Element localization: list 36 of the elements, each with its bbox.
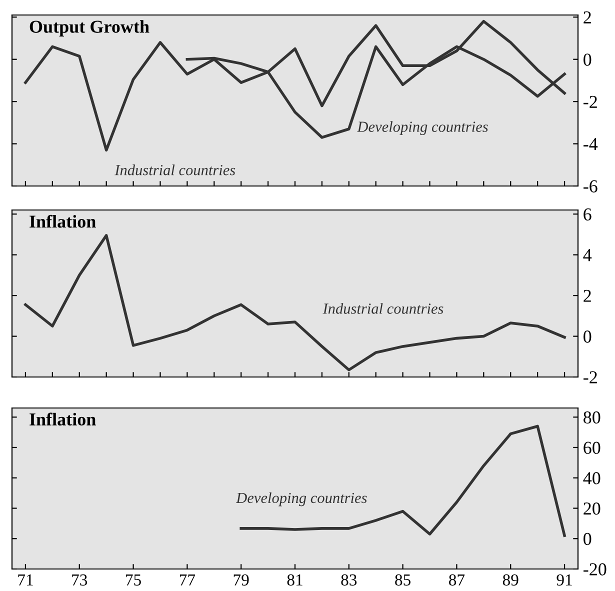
x-tick-label: 71	[18, 574, 33, 586]
x-tick-label: 75	[126, 574, 141, 586]
line-series	[24, 234, 566, 372]
annotation: Developing countries	[236, 492, 367, 506]
annotation: Industrial countries	[322, 303, 444, 314]
chart-title: Output Growth	[30, 20, 150, 37]
y-tick-label: 4	[583, 249, 592, 262]
y-tick-label: -2	[584, 371, 597, 384]
y-tick-label: 2	[584, 11, 591, 24]
y-tick-label: 2	[584, 290, 591, 302]
line-series	[24, 20, 566, 152]
x-tick-label: 79	[234, 574, 249, 586]
y-tick-label: 0	[584, 330, 592, 343]
x-tick-label: 83	[341, 574, 357, 586]
annotation: Industrial countries	[114, 164, 236, 176]
y-tick-label: 6	[584, 208, 592, 221]
y-tick-label: -2	[584, 96, 597, 108]
y-tick-label: -6	[584, 180, 598, 192]
chart-title: Inflation	[30, 412, 96, 426]
x-tick-label: 89	[502, 574, 518, 586]
y-tick-label: 80	[584, 411, 600, 424]
y-tick-label: 0	[584, 54, 592, 66]
y-tick-label: 60	[584, 442, 600, 454]
x-tick-label: 77	[180, 574, 196, 586]
x-tick-label: 73	[72, 574, 88, 586]
y-tick-label: -20	[584, 563, 606, 576]
x-tick-label: 91	[556, 574, 572, 586]
chart-title: Inflation	[30, 214, 96, 228]
x-tick-label: 87	[449, 574, 465, 586]
y-tick-label: 0	[584, 532, 592, 546]
x-tick-label: 85	[395, 574, 410, 586]
y-tick-label: -4	[584, 138, 598, 150]
y-tick-label: 40	[583, 472, 600, 484]
y-tick-label: 20	[584, 502, 600, 515]
annotation: Developing countries	[357, 121, 488, 136]
x-tick-label: 81	[287, 574, 302, 586]
